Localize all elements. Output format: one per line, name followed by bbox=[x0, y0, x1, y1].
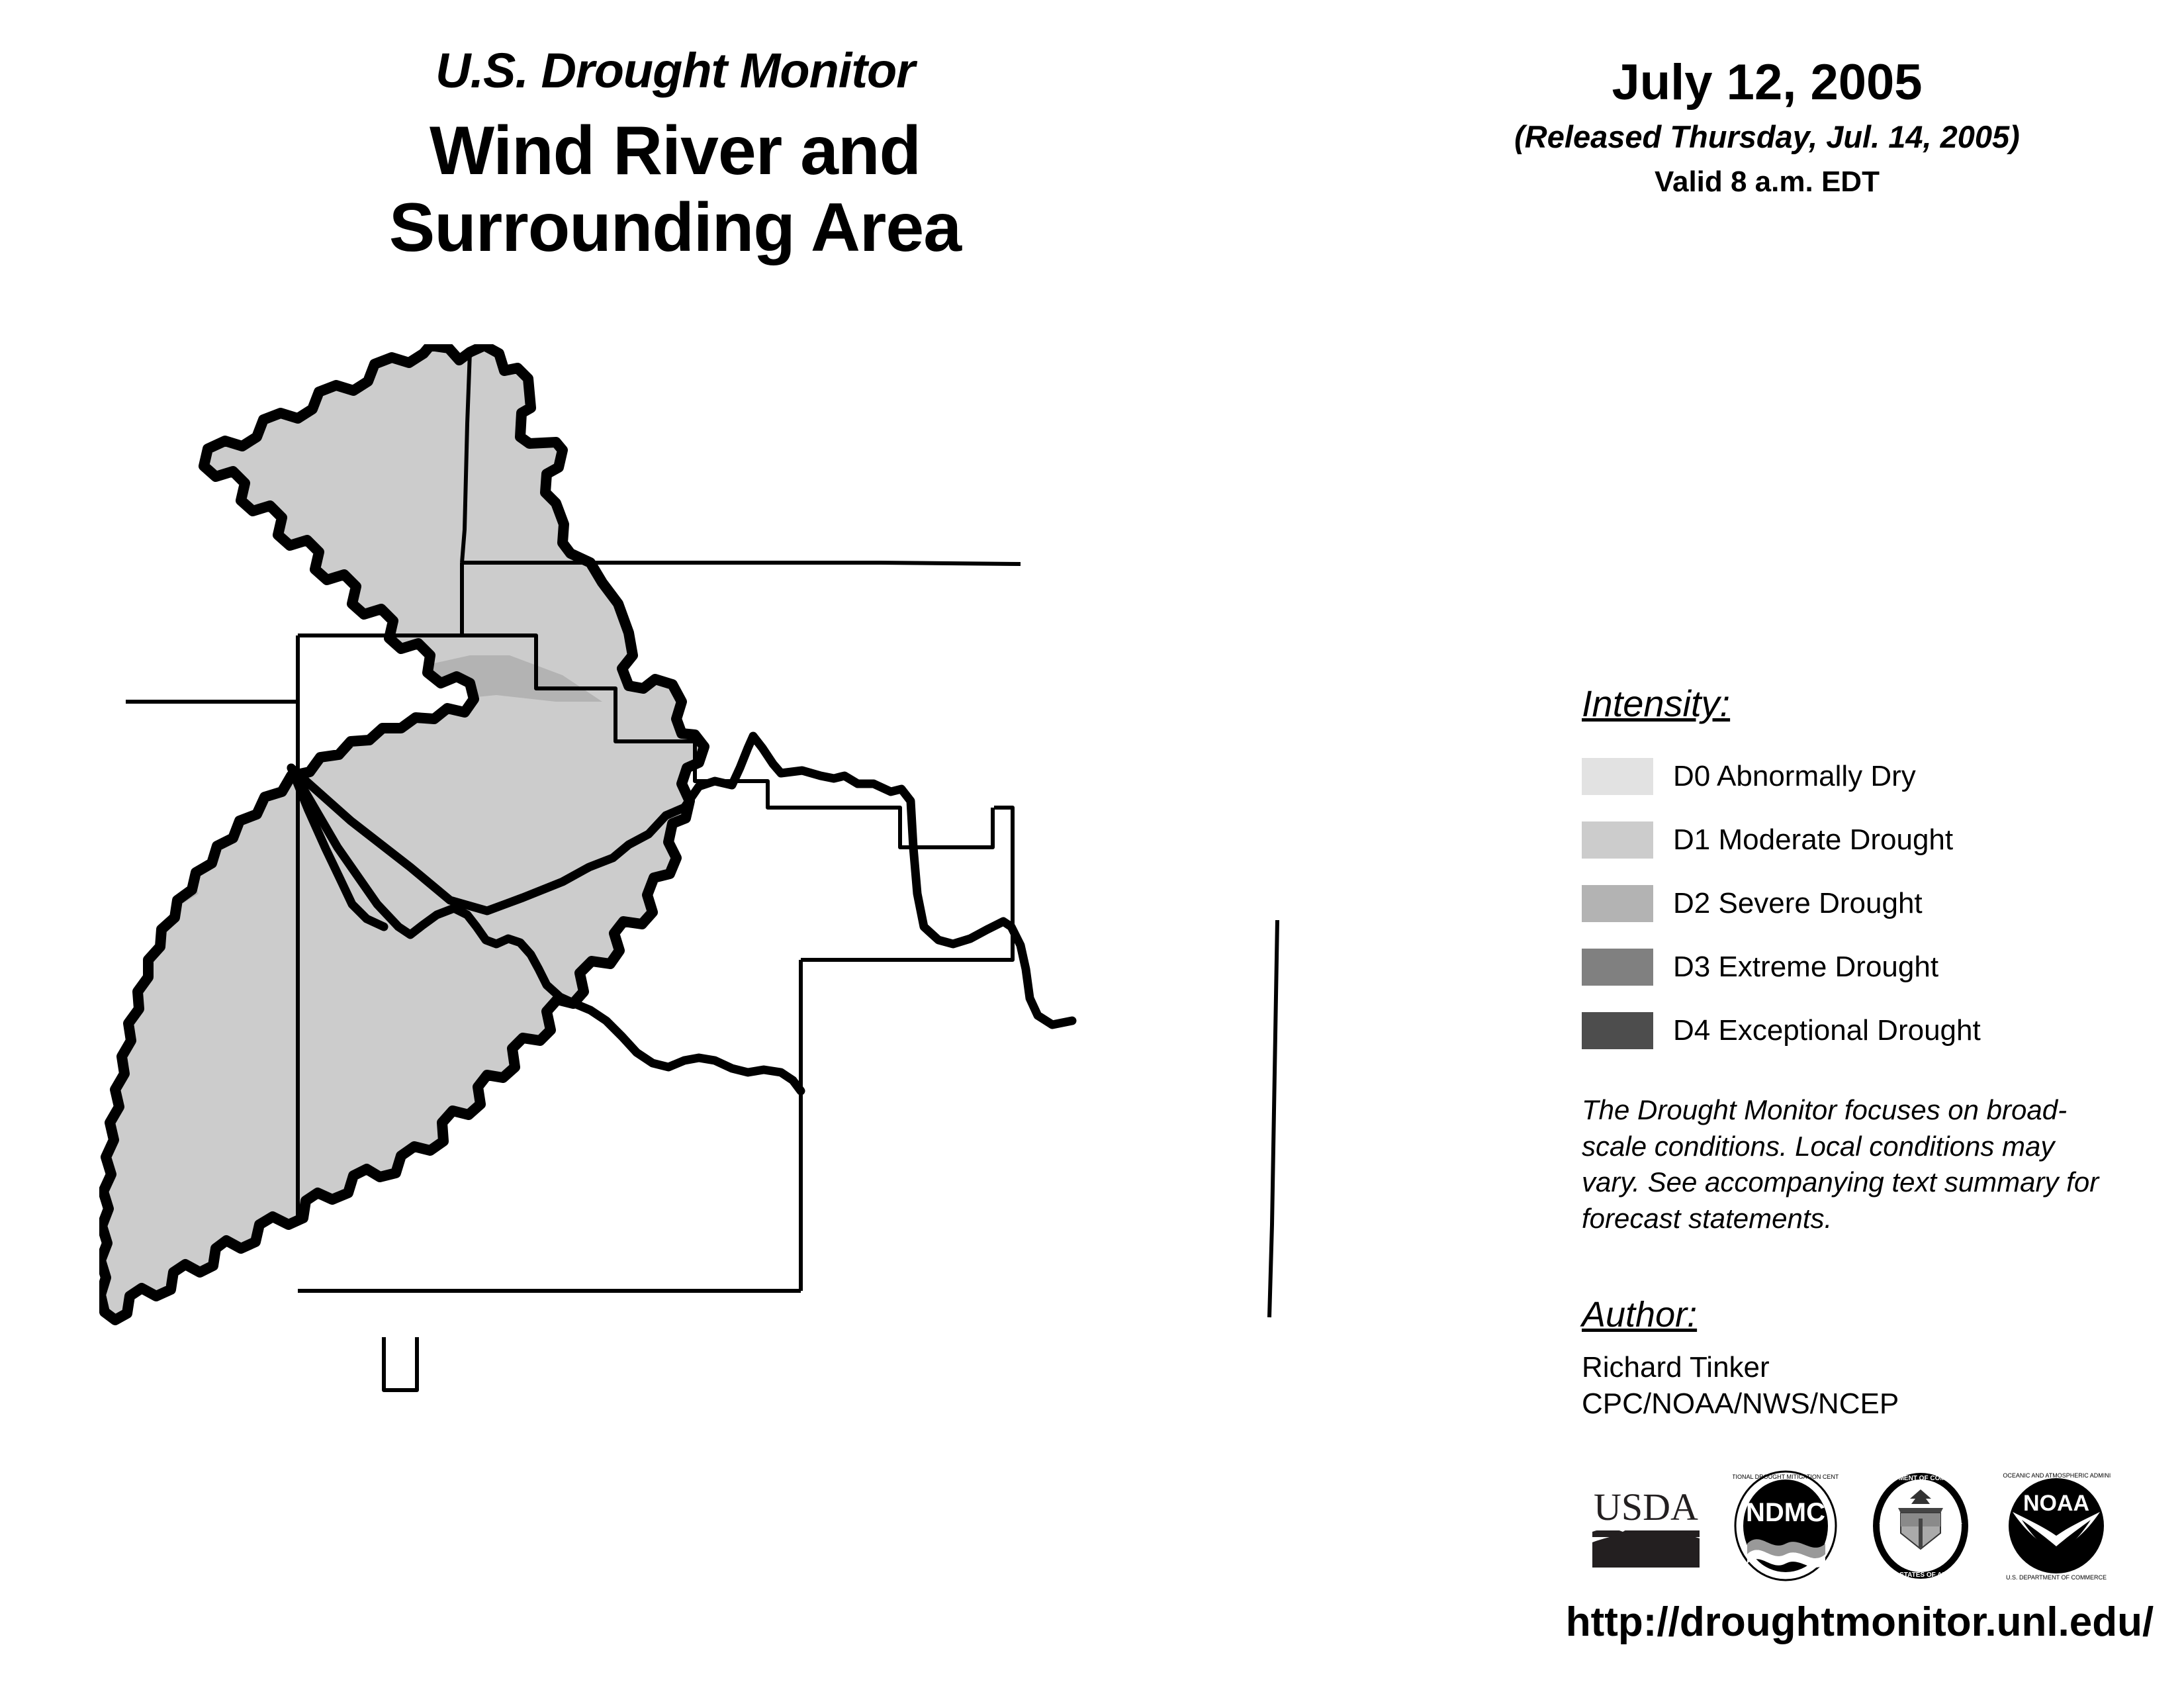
legend-item-d3[interactable]: D3 Extreme Drought bbox=[1582, 935, 2124, 999]
legend-label-d1: D1 Moderate Drought bbox=[1673, 823, 1954, 856]
legend-swatch-d4 bbox=[1582, 1012, 1653, 1049]
page-title-line-1: Wind River and bbox=[429, 113, 921, 189]
page-title-line-2: Surrounding Area bbox=[388, 189, 962, 267]
ndmc-logo-ring-text: NATIONAL DROUGHT MITIGATION CENTER bbox=[1733, 1474, 1839, 1480]
legend-label-d4: D4 Exceptional Drought bbox=[1673, 1014, 1981, 1047]
legend-item-d4[interactable]: D4 Exceptional Drought bbox=[1582, 999, 2124, 1062]
noaa-logo-ring-top: NATIONAL OCEANIC AND ATMOSPHERIC ADMINIS… bbox=[2002, 1472, 2111, 1479]
legend-label-d2: D2 Severe Drought bbox=[1673, 887, 1923, 919]
website-url[interactable]: http://droughtmonitor.unl.edu/ bbox=[1565, 1599, 2154, 1645]
legend-item-d0[interactable]: D0 Abnormally Dry bbox=[1582, 745, 2124, 808]
ndmc-logo-text: NDMC bbox=[1746, 1498, 1825, 1527]
valid-date: July 12, 2005 bbox=[1612, 54, 1923, 111]
legend-item-d1[interactable]: D1 Moderate Drought bbox=[1582, 808, 2124, 872]
agency-logos: USDA NDMC NATIONAL DROUGHT MITIGATION CE… bbox=[1588, 1466, 2111, 1585]
doc-logo-ring-bottom: UNITED STATES OF AMERICA bbox=[1873, 1571, 1968, 1579]
legend-swatch-d3 bbox=[1582, 949, 1653, 986]
svg-text:★: ★ bbox=[1954, 1519, 1963, 1530]
legend: Intensity: D0 Abnormally Dry D1 Moderate… bbox=[1582, 682, 2124, 1062]
legend-label-d0: D0 Abnormally Dry bbox=[1673, 760, 1916, 792]
legend-swatch-d2 bbox=[1582, 885, 1653, 922]
legend-heading: Intensity: bbox=[1582, 682, 1731, 724]
map-county-lines bbox=[126, 352, 1279, 1392]
valid-time: Valid 8 a.m. EDT bbox=[1655, 165, 1880, 198]
ndmc-logo: NDMC NATIONAL DROUGHT MITIGATION CENTER bbox=[1733, 1470, 1839, 1581]
disclaimer-text: The Drought Monitor focuses on broad-sca… bbox=[1582, 1094, 2099, 1234]
author-name: Richard Tinker bbox=[1582, 1351, 1770, 1383]
legend-swatch-d1 bbox=[1582, 821, 1653, 859]
author-affiliation: CPC/NOAA/NWS/NCEP bbox=[1582, 1387, 1899, 1420]
usda-logo: USDA bbox=[1592, 1485, 1700, 1568]
map-title-block: U.S. Drought Monitor Wind River and Surr… bbox=[245, 46, 1105, 267]
page-title: Wind River and Surrounding Area bbox=[245, 113, 1105, 267]
map-region-d2-east bbox=[1259, 898, 1480, 1182]
doc-logo: DEPARTMENT OF COMMERCE UNITED STATES OF … bbox=[1872, 1473, 1970, 1579]
map-svg bbox=[99, 344, 1480, 1392]
legend-item-d2[interactable]: D2 Severe Drought bbox=[1582, 872, 2124, 935]
drought-monitor-kicker: U.S. Drought Monitor bbox=[435, 43, 915, 98]
map-region-d1-base bbox=[101, 346, 704, 1320]
noaa-logo-ring-bottom: U.S. DEPARTMENT OF COMMERCE bbox=[2006, 1574, 2107, 1581]
legend-label-d3: D3 Extreme Drought bbox=[1673, 951, 1939, 983]
released-date: (Released Thursday, Jul. 14, 2005) bbox=[1514, 118, 2020, 154]
noaa-logo: NOAA NATIONAL OCEANIC AND ATMOSPHERIC AD… bbox=[2002, 1472, 2111, 1581]
legend-swatch-d0 bbox=[1582, 758, 1653, 795]
usda-logo-text: USDA bbox=[1594, 1485, 1698, 1528]
noaa-logo-text: NOAA bbox=[2023, 1491, 2089, 1516]
drought-map[interactable] bbox=[99, 344, 1489, 1509]
svg-text:★: ★ bbox=[1878, 1519, 1888, 1530]
author-heading: Author: bbox=[1582, 1295, 1698, 1335]
map-outline bbox=[99, 344, 709, 1325]
author-block: Author: Richard Tinker CPC/NOAA/NWS/NCEP bbox=[1582, 1294, 2111, 1422]
doc-logo-ring-top: DEPARTMENT OF COMMERCE bbox=[1872, 1475, 1970, 1482]
date-block: July 12, 2005 (Released Thursday, Jul. 1… bbox=[1476, 56, 2058, 199]
map-reservation-boundary bbox=[287, 731, 1077, 1096]
